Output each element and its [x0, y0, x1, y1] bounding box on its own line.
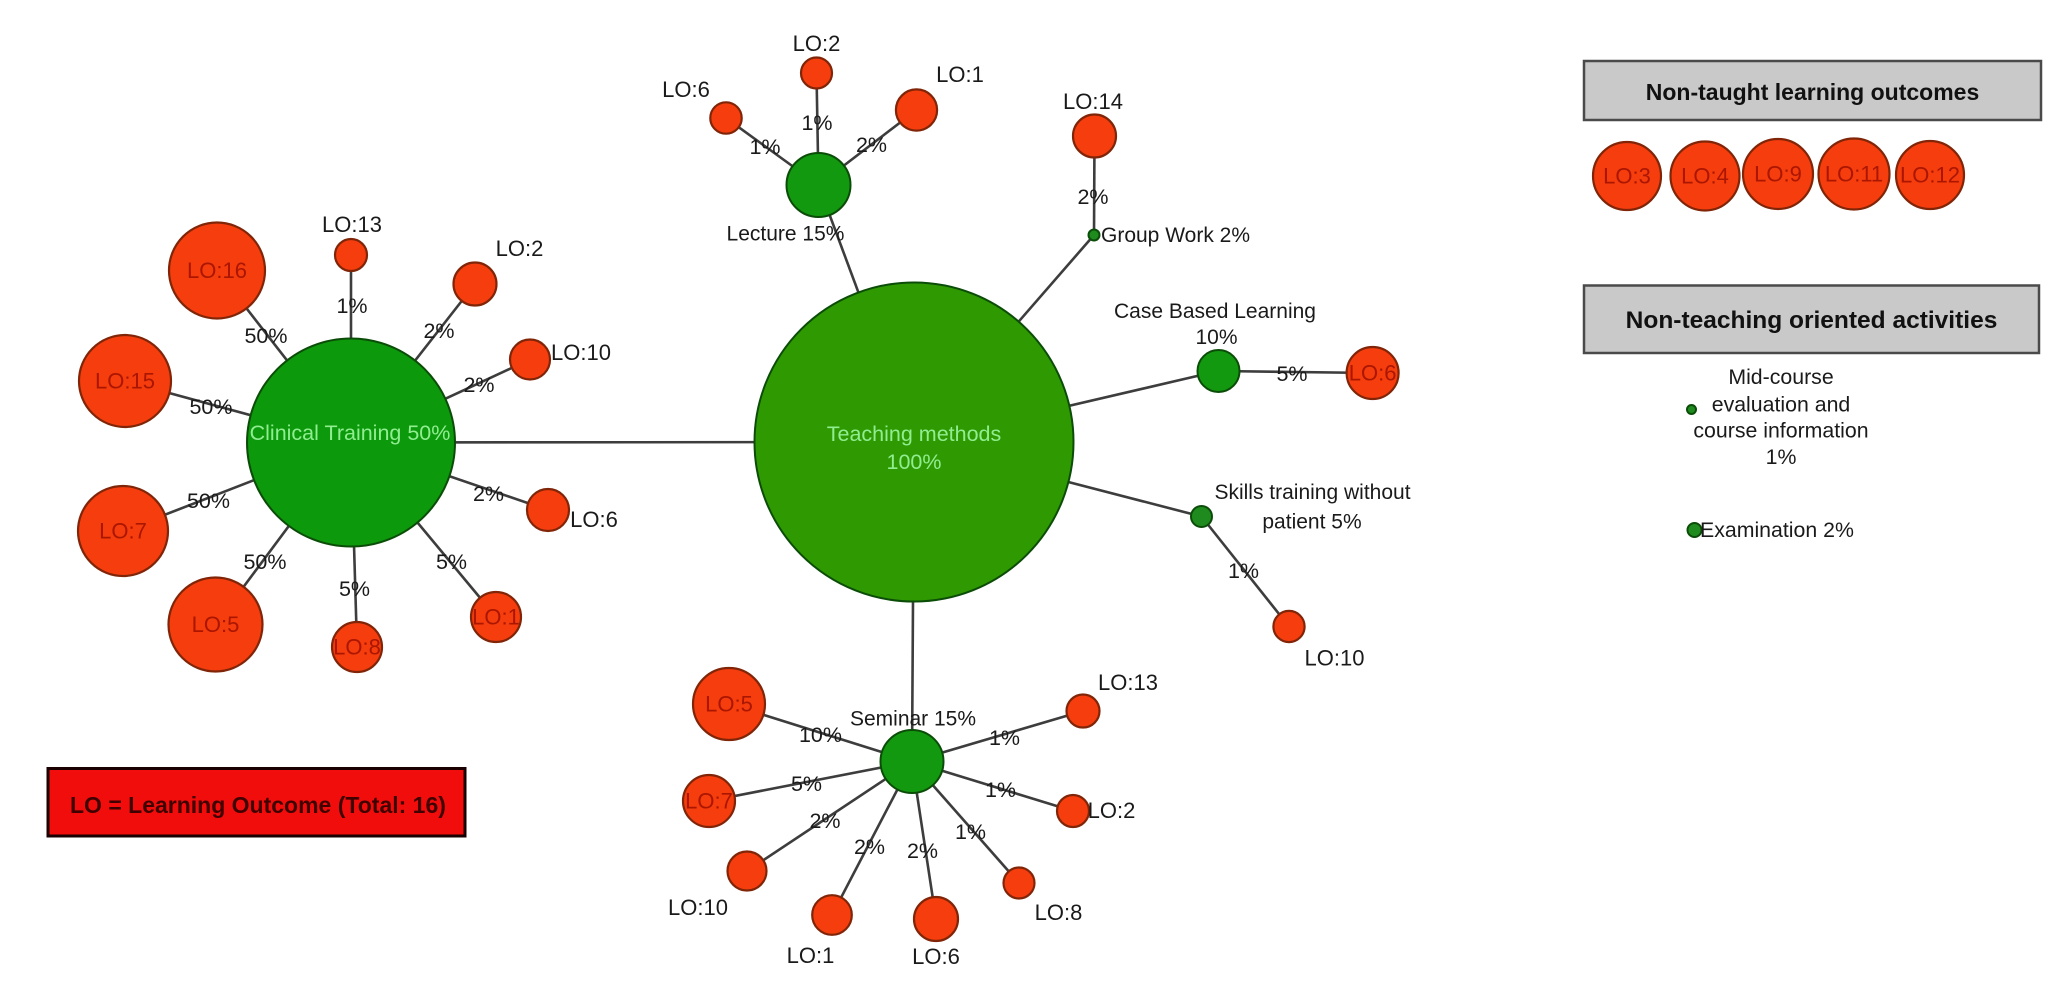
svg-text:1%: 1%: [955, 820, 986, 844]
svg-text:LO:10: LO:10: [668, 895, 728, 920]
svg-text:50%: 50%: [243, 550, 286, 574]
svg-text:LO:6: LO:6: [570, 507, 618, 532]
svg-text:patient 5%: patient 5%: [1262, 511, 1361, 534]
svg-text:evaluation and: evaluation and: [1712, 393, 1851, 417]
svg-text:2%: 2%: [1077, 185, 1108, 209]
svg-text:5%: 5%: [1276, 362, 1307, 386]
svg-text:5%: 5%: [791, 772, 822, 796]
svg-text:LO:16: LO:16: [187, 258, 247, 283]
svg-text:2%: 2%: [423, 319, 454, 343]
svg-text:Non-teaching oriented activiti: Non-teaching oriented activities: [1626, 307, 1998, 334]
svg-text:LO:7: LO:7: [99, 519, 147, 544]
svg-text:LO:6: LO:6: [1349, 361, 1397, 386]
svg-text:course information: course information: [1693, 419, 1868, 443]
svg-text:LO:6: LO:6: [912, 944, 960, 969]
svg-text:1%: 1%: [801, 111, 832, 135]
svg-text:LO:2: LO:2: [793, 31, 841, 56]
svg-text:LO:14: LO:14: [1063, 89, 1123, 114]
svg-text:5%: 5%: [339, 577, 370, 601]
svg-text:LO:1: LO:1: [472, 605, 520, 630]
svg-text:LO:13: LO:13: [1098, 670, 1158, 695]
svg-text:Lecture 15%: Lecture 15%: [727, 223, 845, 246]
svg-text:LO:15: LO:15: [95, 369, 155, 394]
svg-text:LO:1: LO:1: [936, 62, 984, 87]
svg-text:LO:12: LO:12: [1900, 163, 1960, 188]
svg-text:1%: 1%: [1228, 559, 1259, 583]
svg-text:2%: 2%: [854, 835, 885, 859]
svg-text:50%: 50%: [189, 395, 232, 419]
svg-text:LO:8: LO:8: [1035, 900, 1083, 925]
svg-text:2%: 2%: [907, 839, 938, 863]
svg-text:LO:10: LO:10: [1305, 646, 1365, 671]
svg-text:Case Based Learning: Case Based Learning: [1114, 300, 1316, 323]
svg-text:10%: 10%: [1195, 326, 1237, 349]
svg-text:1%: 1%: [336, 294, 367, 318]
svg-text:Group Work 2%: Group Work 2%: [1101, 224, 1250, 247]
svg-text:Seminar 15%: Seminar 15%: [850, 708, 976, 731]
svg-text:Examination 2%: Examination 2%: [1700, 518, 1854, 542]
svg-text:LO:7: LO:7: [685, 789, 733, 814]
svg-text:100%: 100%: [887, 450, 942, 474]
svg-text:2%: 2%: [809, 809, 840, 833]
svg-text:2%: 2%: [856, 133, 887, 157]
svg-text:1%: 1%: [989, 726, 1020, 750]
svg-text:Skills training without: Skills training without: [1214, 481, 1410, 504]
svg-text:Teaching methods: Teaching methods: [827, 422, 1002, 446]
svg-text:5%: 5%: [436, 550, 467, 574]
svg-text:LO:2: LO:2: [1088, 798, 1136, 823]
svg-text:LO:10: LO:10: [551, 340, 611, 365]
svg-text:Clinical Training 50%: Clinical Training 50%: [250, 421, 451, 445]
svg-text:LO:11: LO:11: [1825, 162, 1883, 187]
svg-text:LO:6: LO:6: [662, 77, 710, 102]
svg-text:1%: 1%: [985, 778, 1016, 802]
svg-text:50%: 50%: [244, 324, 287, 348]
svg-text:LO:5: LO:5: [192, 612, 240, 637]
svg-text:2%: 2%: [463, 373, 494, 397]
svg-text:LO:8: LO:8: [333, 635, 381, 660]
svg-text:LO:4: LO:4: [1681, 164, 1729, 189]
svg-text:LO:2: LO:2: [496, 236, 544, 261]
svg-text:Non-taught learning outcomes: Non-taught learning outcomes: [1646, 79, 1980, 105]
svg-text:LO = Learning Outcome (Total:: LO = Learning Outcome (Total: 16): [70, 792, 446, 818]
svg-text:Mid-course: Mid-course: [1728, 365, 1833, 389]
svg-text:LO:3: LO:3: [1603, 164, 1651, 189]
svg-text:10%: 10%: [799, 723, 842, 747]
svg-text:1%: 1%: [1766, 445, 1797, 469]
svg-text:LO:9: LO:9: [1754, 162, 1802, 187]
svg-text:LO:5: LO:5: [705, 692, 753, 717]
svg-text:LO:13: LO:13: [322, 212, 382, 237]
svg-text:1%: 1%: [749, 135, 780, 159]
svg-text:50%: 50%: [187, 489, 230, 513]
svg-text:LO:1: LO:1: [787, 943, 835, 968]
svg-text:2%: 2%: [473, 482, 504, 506]
